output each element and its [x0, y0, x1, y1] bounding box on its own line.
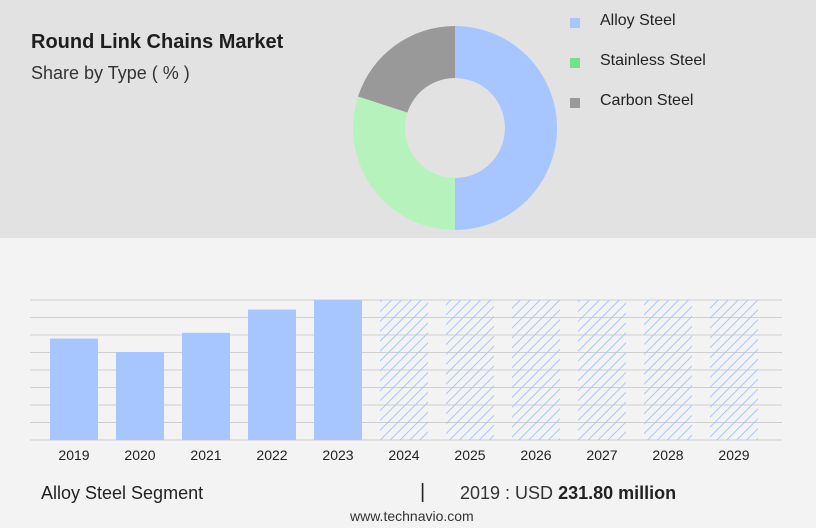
x-tick-label: 2023 [322, 447, 353, 463]
forecast-bar-2027 [578, 300, 626, 440]
x-tick-label: 2027 [586, 447, 617, 463]
website-link[interactable]: www.technavio.com [350, 508, 474, 524]
chart-subtitle: Share by Type ( % ) [31, 63, 190, 83]
forecast-bar-2024 [380, 300, 428, 440]
forecast-bar-2026 [512, 300, 560, 440]
x-tick-label: 2029 [718, 447, 749, 463]
legend-swatch [570, 18, 580, 28]
x-tick-label: 2024 [388, 447, 419, 463]
segment-value-amount: 231.80 million [558, 483, 677, 503]
x-tick-label: 2019 [58, 447, 89, 463]
legend-label: Alloy Steel [600, 12, 676, 29]
bar-2020 [116, 352, 164, 440]
bar-2023 [314, 300, 362, 440]
legend-label: Carbon Steel [600, 92, 694, 109]
donut-chart [352, 26, 557, 230]
segment-value: 2019 : USD 231.80 million [460, 483, 676, 504]
x-tick-label: 2021 [190, 447, 221, 463]
donut-slice-stainless-steel [352, 96, 455, 230]
bar-2019 [50, 338, 98, 440]
forecast-bar-2028 [644, 300, 692, 440]
x-tick-label: 2028 [652, 447, 683, 463]
segment-label: Alloy Steel Segment [41, 483, 204, 503]
bar-chart: 2019 2020 2021 2022 2023 2024 2025 2026 2027 2028… [30, 299, 782, 463]
forecast-bar-2025 [446, 300, 494, 440]
bar-2021 [182, 332, 230, 440]
donut-slice-alloy-steel [455, 26, 557, 230]
donut-slice-carbon-steel [357, 26, 455, 113]
legend-swatch [570, 98, 580, 108]
bar-2022 [248, 309, 296, 440]
forecast-bar-2029 [710, 300, 758, 440]
x-tick-label: 2025 [454, 447, 485, 463]
chart-title: Round Link Chains Market [31, 31, 284, 53]
x-tick-label: 2022 [256, 447, 287, 463]
footer-separator: | [420, 481, 426, 503]
segment-year-label: 2019 : USD [460, 483, 554, 503]
legend-swatch [570, 58, 580, 68]
x-tick-label: 2020 [124, 447, 155, 463]
x-tick-label: 2026 [520, 447, 551, 463]
legend-label: Stainless Steel [600, 52, 706, 69]
